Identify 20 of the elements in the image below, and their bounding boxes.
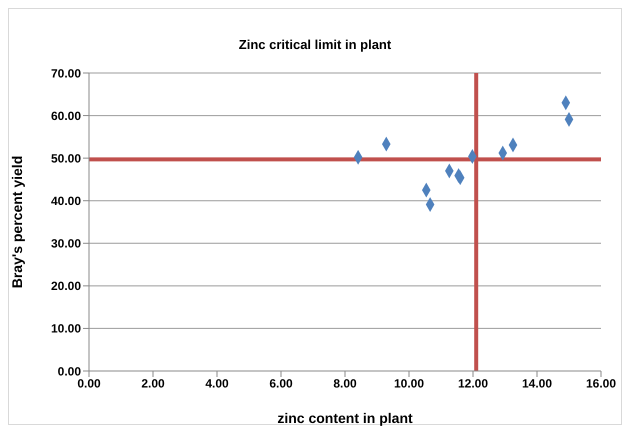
x-tick-label: 14.00 <box>522 376 552 391</box>
y-axis-title: Bray's percent yield <box>8 156 25 288</box>
x-tick-label: 0.00 <box>77 376 101 391</box>
x-tick-label: 10.00 <box>394 376 424 391</box>
x-tick-label: 8.00 <box>333 376 357 391</box>
y-tick-label: 30.00 <box>50 236 82 251</box>
x-tick-label: 6.00 <box>269 376 293 391</box>
x-tick-label: 2.00 <box>141 376 165 391</box>
x-tick-label: 4.00 <box>205 376 229 391</box>
y-tick-label: 70.00 <box>50 66 82 80</box>
chart-title: Zinc critical limit in plant <box>238 36 392 54</box>
x-axis-title: zinc content in plant <box>277 410 413 426</box>
x-tick-label: 12.00 <box>458 376 488 391</box>
y-tick-label: 60.00 <box>50 108 82 123</box>
y-tick-label: 50.00 <box>50 151 82 166</box>
x-tick-label: 16.00 <box>586 376 616 391</box>
y-tick-label: 20.00 <box>50 279 82 294</box>
y-tick-label: 40.00 <box>50 194 82 208</box>
y-tick-label: 0.00 <box>58 364 82 378</box>
y-tick-label: 10.00 <box>50 322 82 336</box>
